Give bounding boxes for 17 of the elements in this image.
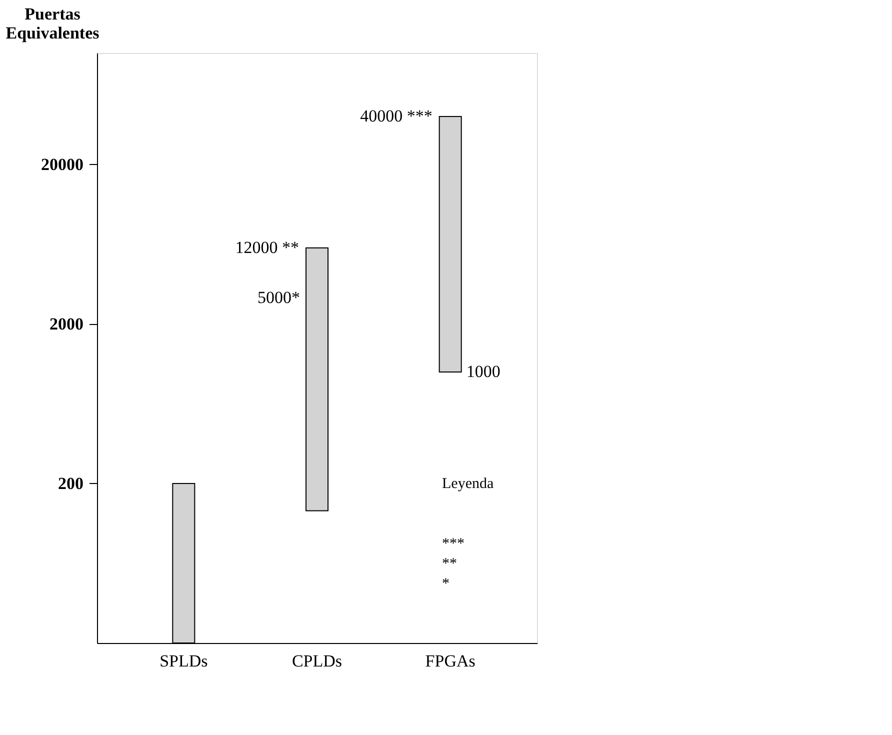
annotation: *	[442, 576, 450, 592]
bar	[438, 116, 462, 373]
y-axis-title: Puertas Equivalentes	[6, 4, 100, 42]
annotation: 5000*	[258, 288, 300, 307]
y-tick-label: 2000	[50, 314, 84, 334]
annotation: 12000 **	[235, 238, 299, 257]
annotation: ***	[442, 536, 464, 552]
y-tick-label: 20000	[41, 154, 84, 174]
bar	[306, 247, 328, 512]
y-tick-label: 200	[58, 474, 84, 493]
annotation: Leyenda	[442, 476, 494, 492]
x-tick-label: SPLDs	[160, 652, 208, 670]
annotation: 40000 ***	[360, 106, 432, 126]
annotation: **	[442, 556, 457, 572]
annotation: 1000	[466, 362, 500, 382]
x-tick-label: CPLDs	[292, 652, 342, 670]
x-tick-label: FPGAs	[425, 652, 476, 670]
